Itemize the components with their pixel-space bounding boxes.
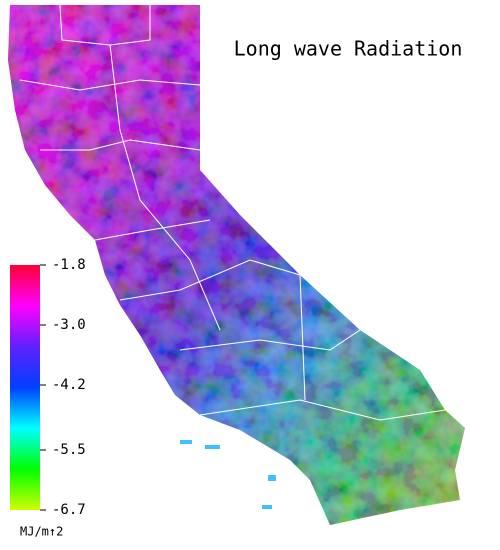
colorbar-tick-label: -4.2 bbox=[52, 377, 86, 393]
colorbar-tick-label: -6.7 bbox=[52, 502, 86, 518]
colorbar-tick-label: -3.0 bbox=[52, 317, 86, 333]
colorbar-unit: MJ/m↑2 bbox=[20, 525, 63, 539]
california-map bbox=[8, 4, 465, 525]
islands bbox=[180, 440, 276, 509]
state-texture bbox=[8, 5, 465, 525]
colorbar-tick-label: -1.8 bbox=[52, 257, 86, 273]
county-lines bbox=[19, 4, 446, 421]
colorbar bbox=[10, 265, 40, 510]
map-title: Long wave Radiation bbox=[234, 37, 463, 61]
colorbar-tick-label: -5.5 bbox=[52, 442, 86, 458]
